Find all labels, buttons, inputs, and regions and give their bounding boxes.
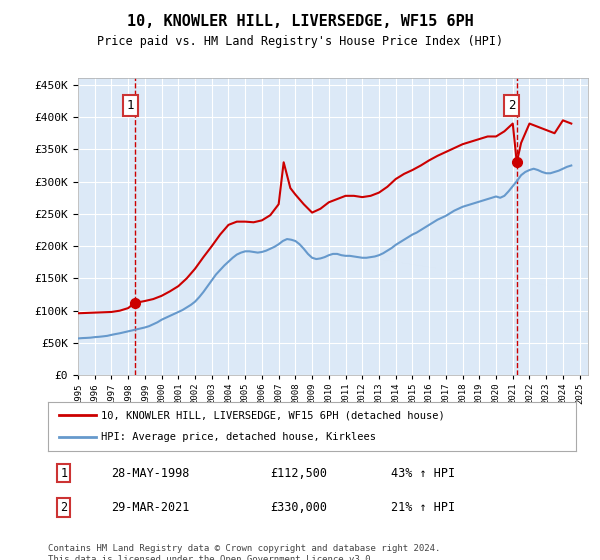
Text: 2: 2 xyxy=(508,99,515,112)
Text: HPI: Average price, detached house, Kirklees: HPI: Average price, detached house, Kirk… xyxy=(101,432,376,442)
Text: 43% ↑ HPI: 43% ↑ HPI xyxy=(391,466,455,479)
Text: Contains HM Land Registry data © Crown copyright and database right 2024.
This d: Contains HM Land Registry data © Crown c… xyxy=(48,544,440,560)
Text: 28-MAY-1998: 28-MAY-1998 xyxy=(112,466,190,479)
Text: 1: 1 xyxy=(60,466,67,479)
Text: 21% ↑ HPI: 21% ↑ HPI xyxy=(391,501,455,514)
Text: £112,500: £112,500 xyxy=(270,466,327,479)
Text: 29-MAR-2021: 29-MAR-2021 xyxy=(112,501,190,514)
Text: 10, KNOWLER HILL, LIVERSEDGE, WF15 6PH (detached house): 10, KNOWLER HILL, LIVERSEDGE, WF15 6PH (… xyxy=(101,410,445,421)
Text: 1: 1 xyxy=(126,99,134,112)
Text: 2: 2 xyxy=(60,501,67,514)
Text: 10, KNOWLER HILL, LIVERSEDGE, WF15 6PH: 10, KNOWLER HILL, LIVERSEDGE, WF15 6PH xyxy=(127,14,473,29)
Text: £330,000: £330,000 xyxy=(270,501,327,514)
Text: Price paid vs. HM Land Registry's House Price Index (HPI): Price paid vs. HM Land Registry's House … xyxy=(97,35,503,48)
